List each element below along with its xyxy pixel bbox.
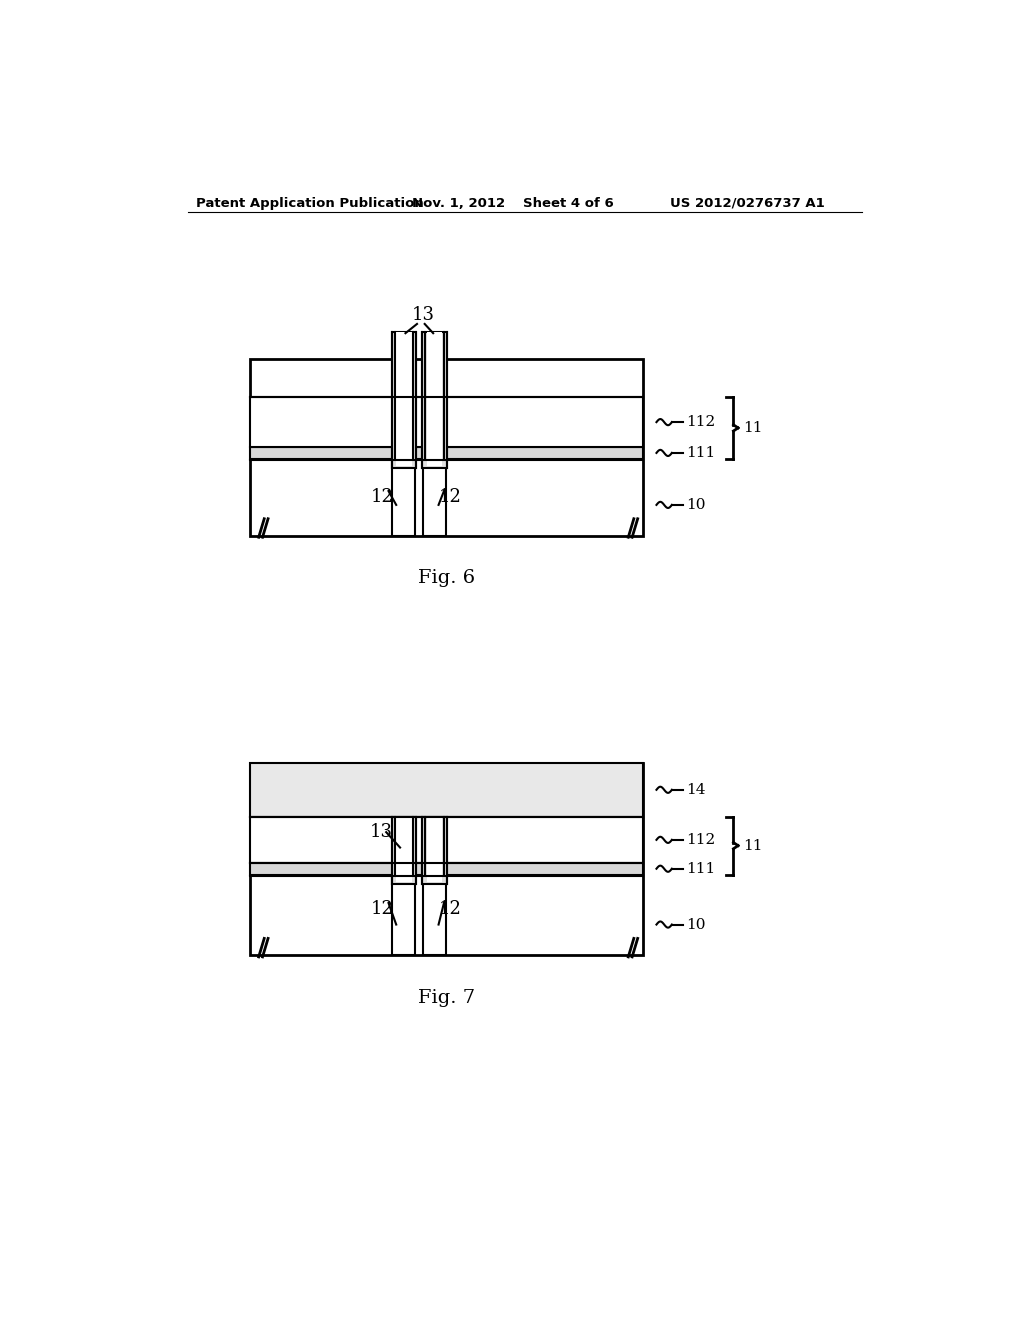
Bar [427,817,442,882]
Bar [392,459,416,536]
Text: 12: 12 [438,488,462,506]
Bar [250,397,643,447]
Text: 10: 10 [686,498,706,512]
Text: 11: 11 [742,838,762,853]
Text: 13: 13 [412,306,434,323]
Text: 14: 14 [686,783,706,797]
Text: 13: 13 [370,824,392,841]
Text: Patent Application Publication: Patent Application Publication [196,197,424,210]
Bar [396,331,412,466]
Text: 12: 12 [438,900,462,919]
Bar [250,359,643,536]
Text: 10: 10 [686,917,706,932]
Bar [392,874,416,956]
Text: US 2012/0276737 A1: US 2012/0276737 A1 [670,197,824,210]
Bar [422,817,447,884]
Text: Nov. 1, 2012: Nov. 1, 2012 [412,197,505,210]
Bar [250,763,643,956]
Bar [427,331,442,466]
Text: 111: 111 [686,446,715,459]
Bar [250,447,643,459]
Bar [250,817,643,863]
Text: 112: 112 [686,414,715,429]
Text: 11: 11 [742,421,762,434]
Bar [391,817,416,884]
Text: 12: 12 [371,488,394,506]
Bar [250,763,643,817]
Text: Sheet 4 of 6: Sheet 4 of 6 [523,197,614,210]
Text: 112: 112 [686,833,715,847]
Bar [391,331,416,469]
Bar [396,817,412,882]
Text: 12: 12 [371,900,394,919]
Bar [422,331,447,469]
Bar [250,863,643,875]
Text: Fig. 7: Fig. 7 [418,989,475,1007]
Text: 111: 111 [686,862,715,875]
Text: Fig. 6: Fig. 6 [418,569,475,587]
Bar [423,459,446,536]
Bar [423,874,446,956]
